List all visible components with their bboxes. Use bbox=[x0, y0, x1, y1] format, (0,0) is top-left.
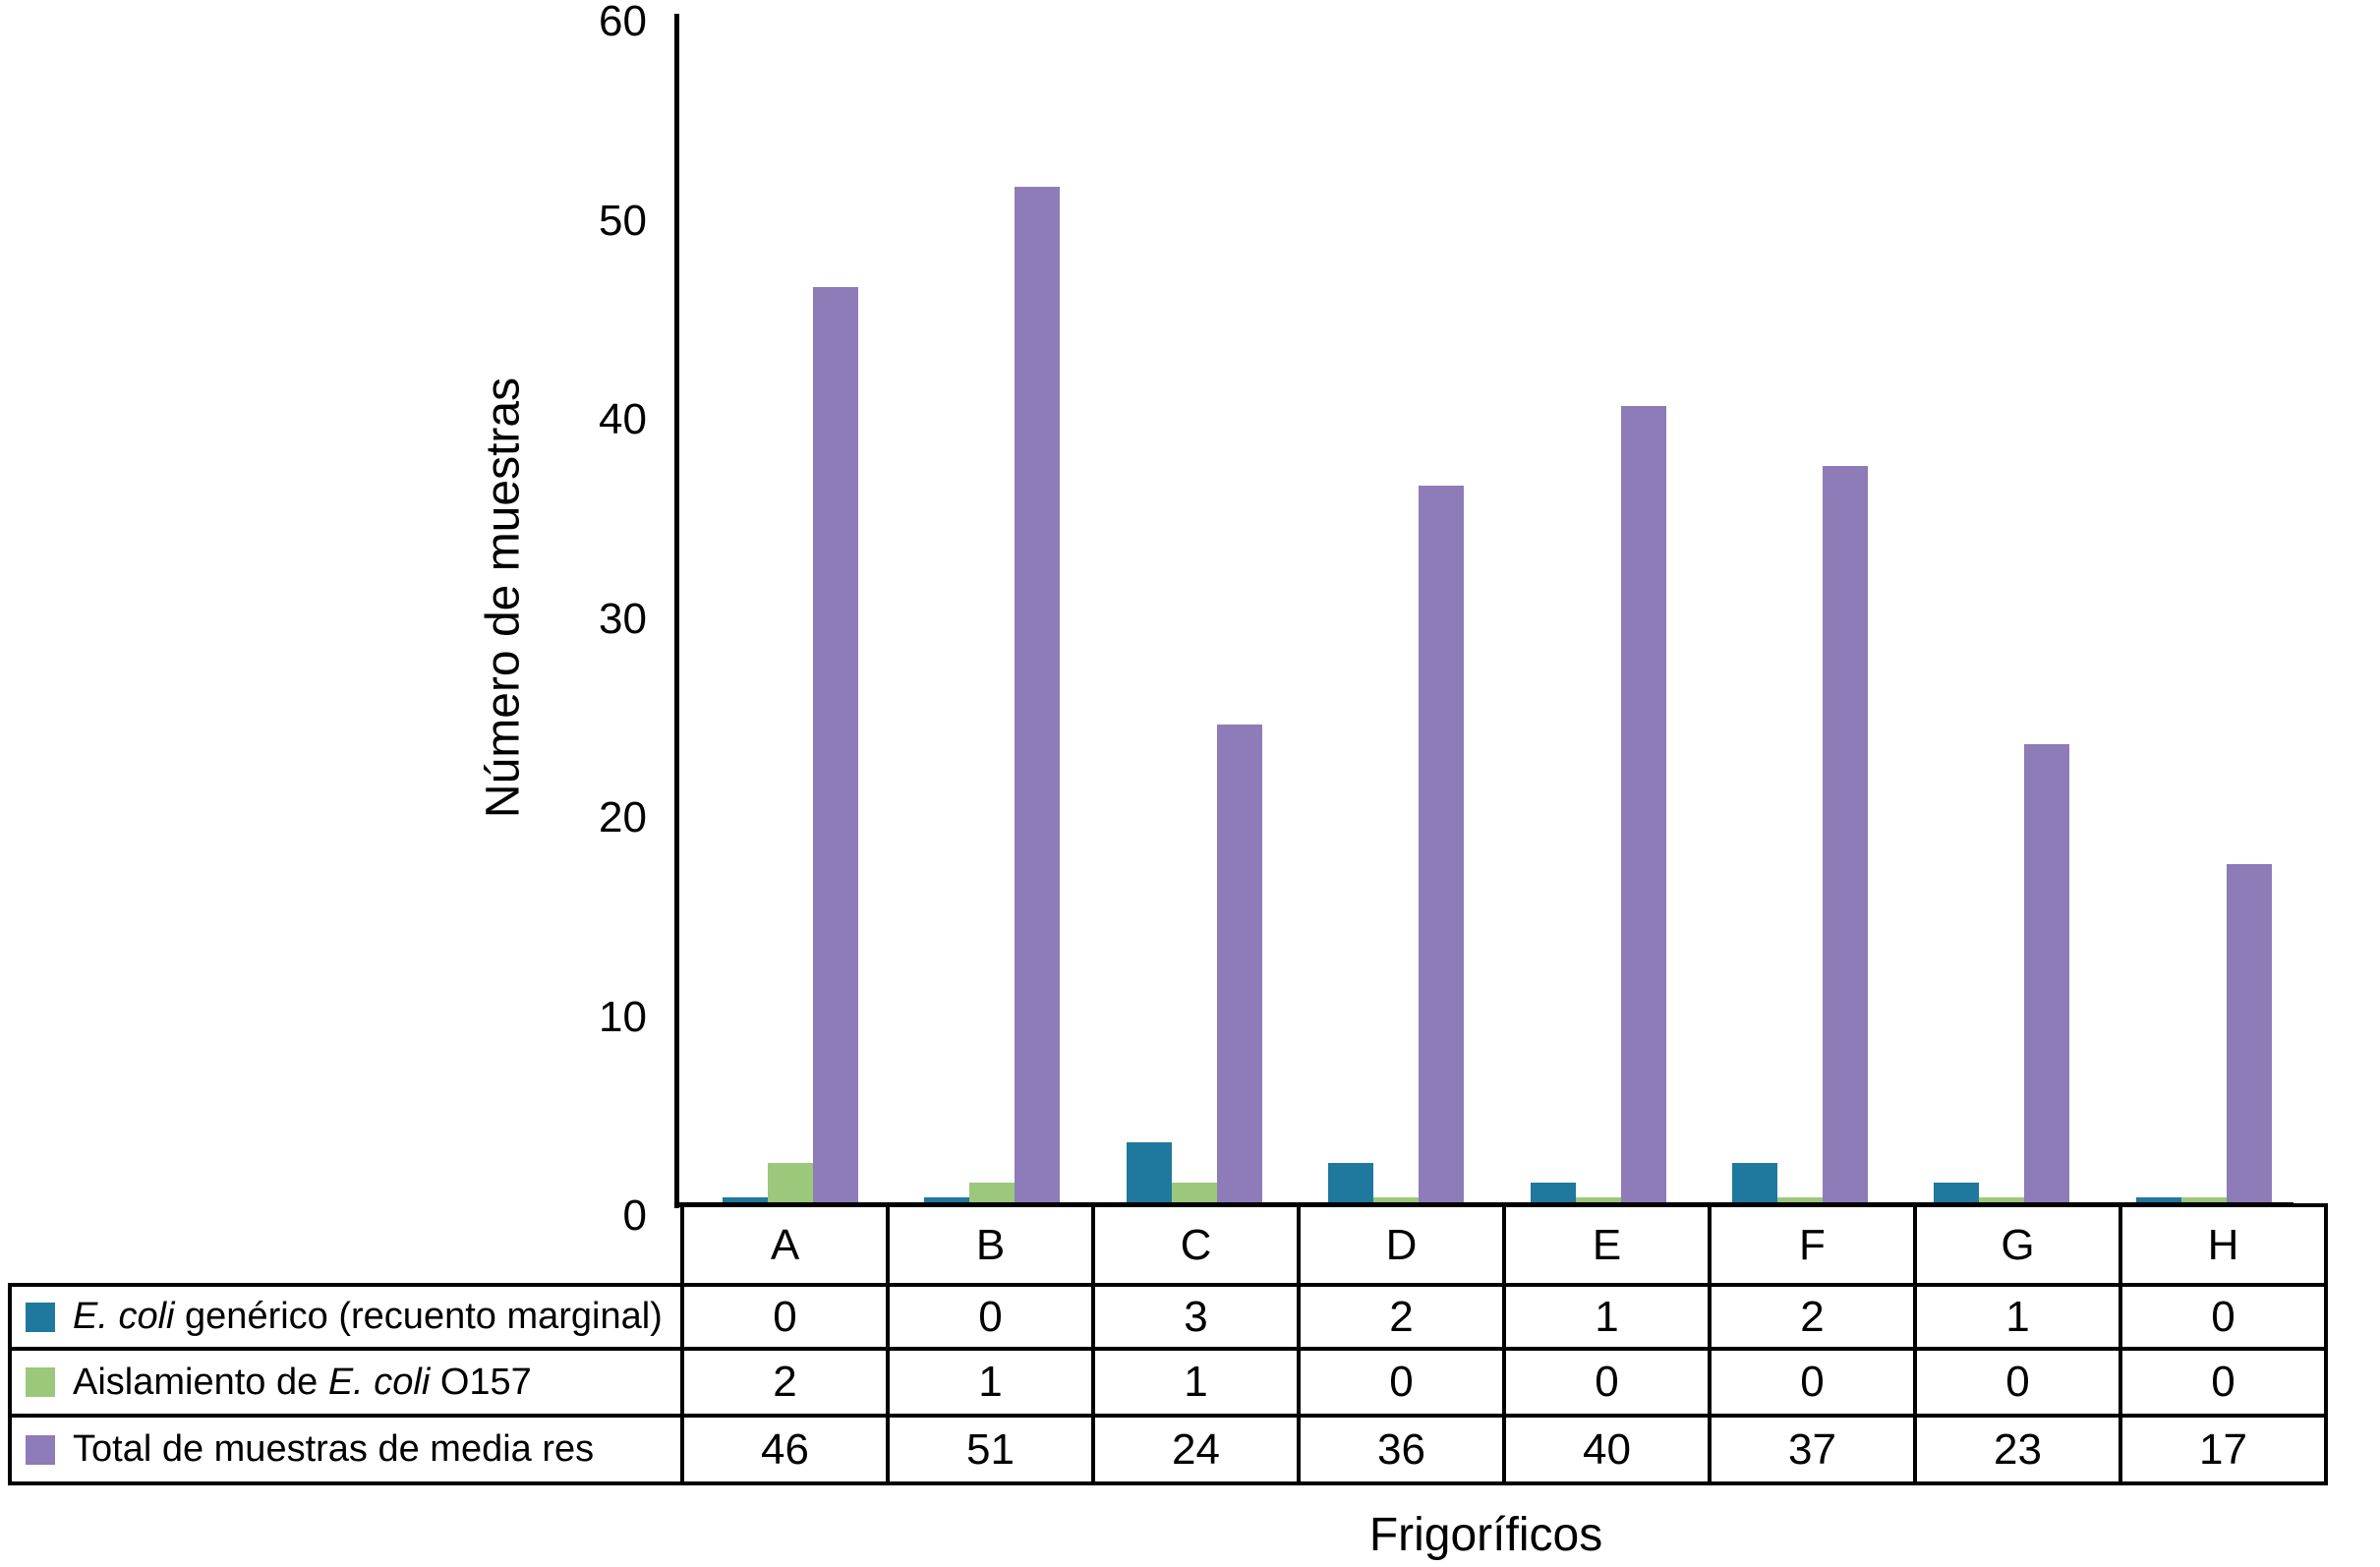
value-cell-series2-F: 0 bbox=[1708, 1347, 1917, 1418]
legend-swatch-series3 bbox=[26, 1434, 55, 1465]
y-tick-label: 20 bbox=[599, 793, 647, 842]
bar-series2-G bbox=[1979, 1197, 2024, 1202]
y-tick-label: 10 bbox=[599, 992, 647, 1041]
bar-series1-H bbox=[2136, 1197, 2181, 1202]
bar-series3-F bbox=[1823, 465, 1868, 1202]
x-axis-title: Frigoríficos bbox=[1368, 1509, 1603, 1561]
table-corner-cell bbox=[10, 1205, 682, 1285]
value-cell-series2-D: 0 bbox=[1297, 1347, 1506, 1418]
column-header-C: C bbox=[1091, 1203, 1301, 1287]
value-cell-series1-D: 2 bbox=[1297, 1283, 1506, 1351]
bar-series2-D bbox=[1373, 1197, 1419, 1202]
column-header-F: F bbox=[1708, 1203, 1917, 1287]
legend-cell-series2: Aislamiento de E. coli O157 bbox=[8, 1347, 684, 1418]
value-cell-series2-H: 0 bbox=[2119, 1347, 2328, 1418]
value-cell-series3-A: 46 bbox=[680, 1414, 890, 1485]
bar-series2-A bbox=[768, 1162, 813, 1202]
value-cell-series2-C: 1 bbox=[1091, 1347, 1301, 1418]
bar-series2-H bbox=[2181, 1197, 2227, 1202]
legend-label-series1: E. coli genérico (recuento marginal) bbox=[73, 1296, 663, 1337]
column-header-B: B bbox=[886, 1203, 1095, 1287]
y-tick-label: 50 bbox=[599, 196, 647, 245]
bar-series3-G bbox=[2024, 744, 2069, 1202]
data-table: A B C D E F G H E. coli genérico (recuento margi… bbox=[8, 1203, 2328, 1485]
value-cell-series1-H: 0 bbox=[2119, 1283, 2328, 1351]
bar-series2-E bbox=[1576, 1197, 1621, 1202]
column-header-E: E bbox=[1502, 1203, 1712, 1287]
value-cell-series2-G: 0 bbox=[1913, 1347, 2122, 1418]
bar-series3-A bbox=[813, 286, 858, 1202]
legend-label-series3: Total de muestras de media res bbox=[73, 1428, 595, 1470]
bar-series3-C bbox=[1217, 725, 1262, 1202]
value-cell-series1-E: 1 bbox=[1502, 1283, 1712, 1351]
y-tick-label: 0 bbox=[622, 1191, 647, 1240]
value-cell-series1-A: 0 bbox=[680, 1283, 890, 1351]
value-cell-series3-F: 37 bbox=[1708, 1414, 1917, 1485]
bar-series1-F bbox=[1732, 1162, 1777, 1202]
bar-series1-E bbox=[1531, 1182, 1576, 1202]
bar-series1-G bbox=[1934, 1182, 1979, 1202]
value-cell-series3-D: 36 bbox=[1297, 1414, 1506, 1485]
value-cell-series1-F: 2 bbox=[1708, 1283, 1917, 1351]
value-cell-series1-C: 3 bbox=[1091, 1283, 1301, 1351]
value-cell-series1-G: 1 bbox=[1913, 1283, 2122, 1351]
value-cell-series3-H: 17 bbox=[2119, 1414, 2328, 1485]
legend-swatch-series1 bbox=[26, 1302, 55, 1332]
bar-series3-H bbox=[2227, 863, 2272, 1202]
value-cell-series2-B: 1 bbox=[886, 1347, 1095, 1418]
bar-series1-A bbox=[723, 1197, 768, 1202]
value-cell-series1-B: 0 bbox=[886, 1283, 1095, 1351]
bar-series3-B bbox=[1015, 187, 1060, 1202]
value-cell-series3-E: 40 bbox=[1502, 1414, 1712, 1485]
legend-label-series2: Aislamiento de E. coli O157 bbox=[73, 1361, 532, 1403]
value-cell-series3-G: 23 bbox=[1913, 1414, 2122, 1485]
legend-cell-series3: Total de muestras de media res bbox=[8, 1414, 684, 1485]
column-header-G: G bbox=[1913, 1203, 2122, 1287]
value-cell-series2-A: 2 bbox=[680, 1347, 890, 1418]
bar-series2-F bbox=[1777, 1197, 1823, 1202]
y-tick-label: 60 bbox=[599, 0, 647, 45]
column-header-A: A bbox=[680, 1203, 890, 1287]
column-header-H: H bbox=[2119, 1203, 2328, 1287]
bar-series3-E bbox=[1621, 406, 1666, 1202]
y-tick-label: 30 bbox=[599, 594, 647, 643]
column-header-D: D bbox=[1297, 1203, 1506, 1287]
bar-series2-B bbox=[969, 1182, 1015, 1202]
y-axis-line bbox=[674, 14, 679, 1208]
bar-series2-C bbox=[1172, 1182, 1217, 1202]
y-tick-label: 40 bbox=[599, 395, 647, 443]
bar-series1-C bbox=[1127, 1142, 1172, 1202]
bar-series3-D bbox=[1419, 486, 1464, 1202]
value-cell-series3-B: 51 bbox=[886, 1414, 1095, 1485]
value-cell-series3-C: 24 bbox=[1091, 1414, 1301, 1485]
value-cell-series2-E: 0 bbox=[1502, 1347, 1712, 1418]
legend-cell-series1: E. coli genérico (recuento marginal) bbox=[8, 1283, 684, 1351]
bar-series1-D bbox=[1328, 1162, 1373, 1202]
bar-series1-B bbox=[924, 1197, 969, 1202]
legend-swatch-series2 bbox=[26, 1367, 55, 1397]
